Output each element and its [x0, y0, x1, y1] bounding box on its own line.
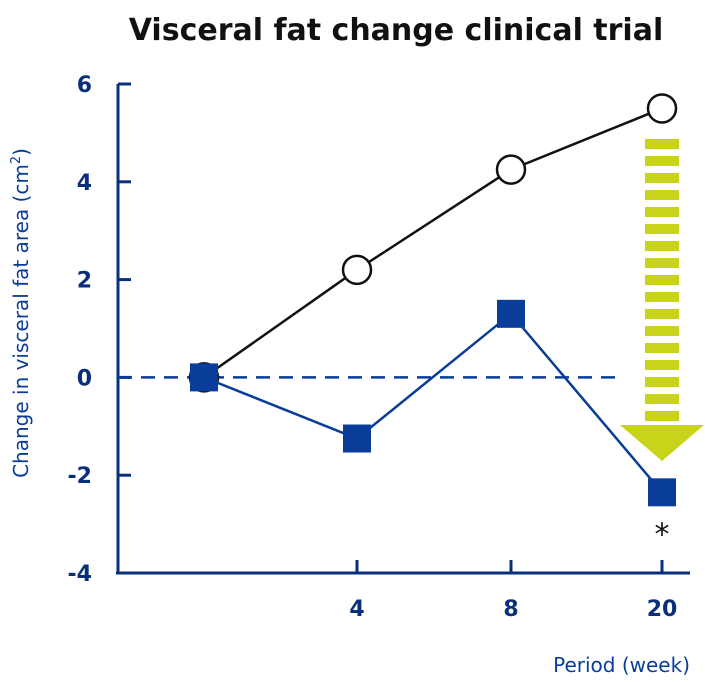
arrow-dash: [645, 139, 679, 149]
series-lines: [203, 107, 663, 494]
arrow-dash: [645, 156, 679, 166]
x-axis-label: Period (week): [553, 653, 690, 677]
y-axis-label: Change in visceral fat area (cm2): [9, 148, 33, 478]
y-tick-label: 2: [77, 269, 92, 294]
arrow-dash: [645, 241, 679, 251]
data-point-square: [497, 299, 525, 328]
arrow-dash: [645, 275, 679, 285]
data-point-square: [190, 363, 218, 392]
series-markers: [188, 93, 678, 507]
arrow-dash: [645, 207, 679, 217]
x-tick-label: 4: [349, 597, 364, 622]
x-axis-ticks: 4 8 20: [349, 560, 677, 622]
x-tick-label: 20: [647, 597, 678, 622]
arrow-dash: [645, 258, 679, 268]
arrow-dash: [645, 411, 679, 421]
arrow-dash: [645, 360, 679, 370]
arrow-dash: [645, 190, 679, 200]
arrow-dash: [645, 394, 679, 404]
y-tick-label: 0: [77, 366, 92, 391]
arrow-dash: [645, 309, 679, 319]
arrow-dash: [645, 173, 679, 183]
significance-marker: *: [655, 517, 670, 552]
y-tick-label: -2: [68, 464, 92, 489]
y-axis-ticks: 6 4 2 0 -2 -4: [68, 73, 131, 587]
chart-title: Visceral fat change clinical trial: [129, 13, 664, 48]
y-tick-label: 6: [77, 73, 92, 98]
arrow-dash: [645, 224, 679, 234]
data-point-circle: [341, 254, 373, 286]
data-point-square: [343, 424, 371, 453]
data-point-square: [648, 478, 676, 507]
data-point-circle: [495, 154, 527, 185]
arrow-dash: [645, 343, 679, 353]
data-point-circle: [646, 93, 678, 124]
series-line-open-circle: [203, 107, 663, 379]
arrow-dash: [645, 377, 679, 387]
arrow-head: [620, 425, 704, 461]
reduction-arrow: [620, 139, 704, 461]
x-tick-label: 8: [503, 597, 518, 622]
arrow-dash: [645, 326, 679, 336]
series-line-filled-square: [203, 312, 663, 494]
y-tick-label: 4: [77, 171, 92, 196]
arrow-dash: [645, 292, 679, 302]
y-tick-label: -4: [68, 562, 92, 587]
